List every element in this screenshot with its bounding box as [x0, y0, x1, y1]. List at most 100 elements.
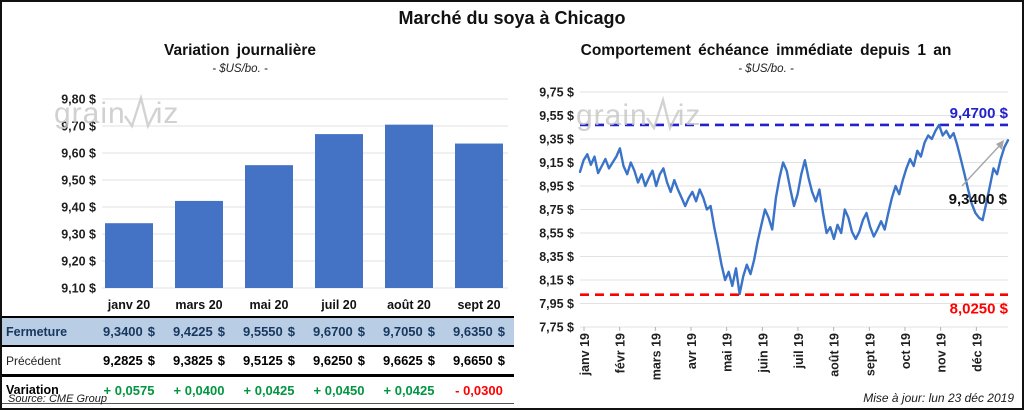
source-note: Source: CME Group	[8, 393, 108, 405]
price-table: janv 20 mars 20 mai 20 juil 20 août 20 sept 2…	[2, 294, 514, 404]
x-tick-label: mai 19	[721, 333, 735, 372]
daily-variation-panel: Variation journalière - $US/bo. - 9,80 $…	[2, 38, 514, 406]
row-label: Précédent	[6, 353, 61, 368]
x-tick-label: oct 19	[899, 333, 913, 369]
table-cell: - 0,0300	[444, 383, 514, 398]
table-cell: 9,6250 $	[304, 353, 374, 368]
y-tick-label: 9,80 $	[61, 93, 96, 107]
currency-suffix: $	[287, 353, 295, 368]
y-tick-label: 9,70 $	[61, 120, 96, 134]
table-cell: + 0,0400	[164, 383, 234, 398]
row-label: Fermeture	[6, 324, 68, 339]
x-tick-label: nov 19	[935, 333, 949, 373]
y-tick-label: 9,35 $	[539, 133, 574, 147]
table-cell: + 0,0575	[94, 383, 164, 398]
y-tick-label: 9,30 $	[61, 228, 96, 242]
cell-value: 9,6250	[313, 353, 353, 368]
annotation-arrow	[961, 142, 1003, 187]
x-tick-label: janv 19	[578, 333, 592, 376]
year-price-line-chart: 9,75 $ 9,55 $ 9,35 $ 9,15 $ 8,95 $ 8,75 $ 8,55…	[539, 86, 1010, 380]
x-tick-label: déc 19	[970, 333, 984, 372]
y-tick-label: 8,35 $	[539, 250, 574, 264]
currency-suffix: $	[427, 353, 435, 368]
table-cell: + 0,0425	[234, 383, 304, 398]
y-tick-label: 9,50 $	[61, 174, 96, 188]
cell-value: 9,2825	[103, 353, 143, 368]
bar-janv 20	[105, 223, 153, 288]
cell-value: 9,7050	[383, 324, 423, 339]
table-cell: 9,6700 $	[304, 324, 374, 339]
table-row-variation: Variation + 0,0575 + 0,0400 + 0,0425 + 0,045…	[2, 377, 514, 404]
bar-chart-title: Variation journalière	[163, 42, 317, 59]
bar-août 20	[385, 124, 433, 289]
cell-value: 9,6625	[383, 353, 423, 368]
cell-value: - 0,0300	[455, 382, 503, 398]
y-tick-label: 9,15 $	[539, 156, 574, 170]
last-price-label: 9,3400 $	[949, 191, 1008, 208]
y-tick-label: 8,15 $	[539, 274, 574, 288]
currency-suffix: $	[497, 353, 505, 368]
cell-value: 9,6350	[453, 324, 493, 339]
daily-variation-bar-chart: 9,80 $ 9,70 $ 9,60 $ 9,50 $ 9,40 $ 9,30 $ 9,20…	[61, 93, 508, 295]
line-chart-subtitle: - $US/bo. -	[738, 63, 794, 75]
table-cell: 9,4225 $	[164, 324, 234, 339]
bar-mai 20	[245, 165, 293, 288]
row-label: Variation	[6, 383, 59, 397]
table-cell: + 0,0450	[304, 383, 374, 398]
year-behavior-panel: Comportement échéance immédiate depuis 1…	[510, 38, 1022, 406]
y-tick-label: 8,75 $	[539, 203, 574, 217]
table-header-row: janv 20 mars 20 mai 20 juil 20 août 20 sept 2…	[2, 294, 514, 318]
currency-suffix: $	[147, 353, 155, 368]
table-cell: 9,6625 $	[374, 353, 444, 368]
currency-suffix: $	[287, 324, 295, 339]
table-cell: 9,2825 $	[94, 353, 164, 368]
x-tick-label: juil 19	[792, 333, 806, 369]
table-cell: + 0,0425	[374, 383, 444, 398]
cell-value: + 0,0575	[103, 382, 155, 398]
cell-value: 9,6650	[453, 353, 493, 368]
cell-value: + 0,0400	[173, 382, 225, 398]
month-header: mars 20	[175, 298, 223, 312]
bar-chart-subtitle: - $US/bo. -	[212, 63, 268, 75]
table-cell: 9,6350 $	[444, 324, 514, 339]
y-tick-label: 9,10 $	[61, 282, 96, 295]
currency-suffix: $	[217, 324, 225, 339]
table-cell: 9,3825 $	[164, 353, 234, 368]
x-tick-label: août 19	[828, 333, 842, 377]
table-cell: 9,3400 $	[94, 324, 164, 339]
y-tick-label: 9,55 $	[539, 109, 574, 123]
price-line	[578, 123, 1010, 296]
x-tick-label: févr 19	[614, 333, 628, 373]
table-cell: 9,5550 $	[234, 324, 304, 339]
resistance-label: 9,4700 $	[950, 105, 1009, 122]
bar-sept 20	[455, 143, 503, 288]
cell-value: + 0,0425	[243, 382, 295, 398]
x-tick-label: sept 19	[863, 333, 877, 376]
cell-value: 9,5125	[243, 353, 283, 368]
y-tick-label: 9,40 $	[61, 201, 96, 215]
month-header: janv 20	[107, 298, 151, 312]
y-tick-label: 9,20 $	[61, 255, 96, 269]
table-row-precedent: Précédent 9,2825 $9,3825 $9,5125 $9,6250 $9,6…	[2, 347, 514, 377]
page-title: Marché du soya à Chicago	[398, 8, 626, 28]
cell-value: + 0,0425	[383, 382, 435, 398]
update-note: Mise à jour: lun 23 déc 2019	[863, 391, 1014, 405]
table-cell: 9,7050 $	[374, 324, 444, 339]
cell-value: 9,6700	[313, 324, 353, 339]
y-tick-label: 8,55 $	[539, 227, 574, 241]
cell-value: 9,4225	[173, 324, 213, 339]
x-tick-label: avr 19	[685, 333, 699, 369]
y-tick-label: 8,95 $	[539, 180, 574, 194]
cell-value: 9,3400	[103, 324, 143, 339]
month-header: août 20	[387, 298, 431, 312]
currency-suffix: $	[217, 353, 225, 368]
y-tick-label: 9,75 $	[539, 86, 574, 100]
x-tick-label: juin 19	[756, 333, 770, 374]
currency-suffix: $	[427, 324, 435, 339]
month-header: sept 20	[457, 298, 501, 312]
table-cell: 9,5125 $	[234, 353, 304, 368]
annotation-arrowhead	[996, 140, 1004, 150]
line-chart-title: Comportement échéance immédiate depuis 1…	[580, 42, 952, 59]
table-row-fermeture: Fermeture 9,3400 $9,4225 $9,5550 $9,6700 $9,7…	[2, 318, 514, 347]
